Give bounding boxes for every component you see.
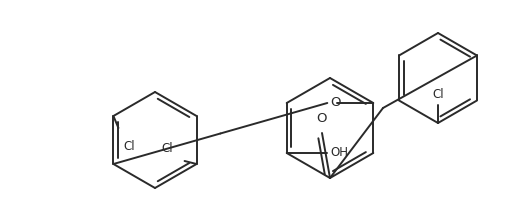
Text: Cl: Cl (123, 140, 135, 153)
Text: Cl: Cl (431, 88, 443, 101)
Text: O: O (316, 112, 327, 125)
Text: Cl: Cl (161, 142, 172, 155)
Text: OH: OH (330, 146, 348, 160)
Text: O: O (329, 97, 340, 109)
